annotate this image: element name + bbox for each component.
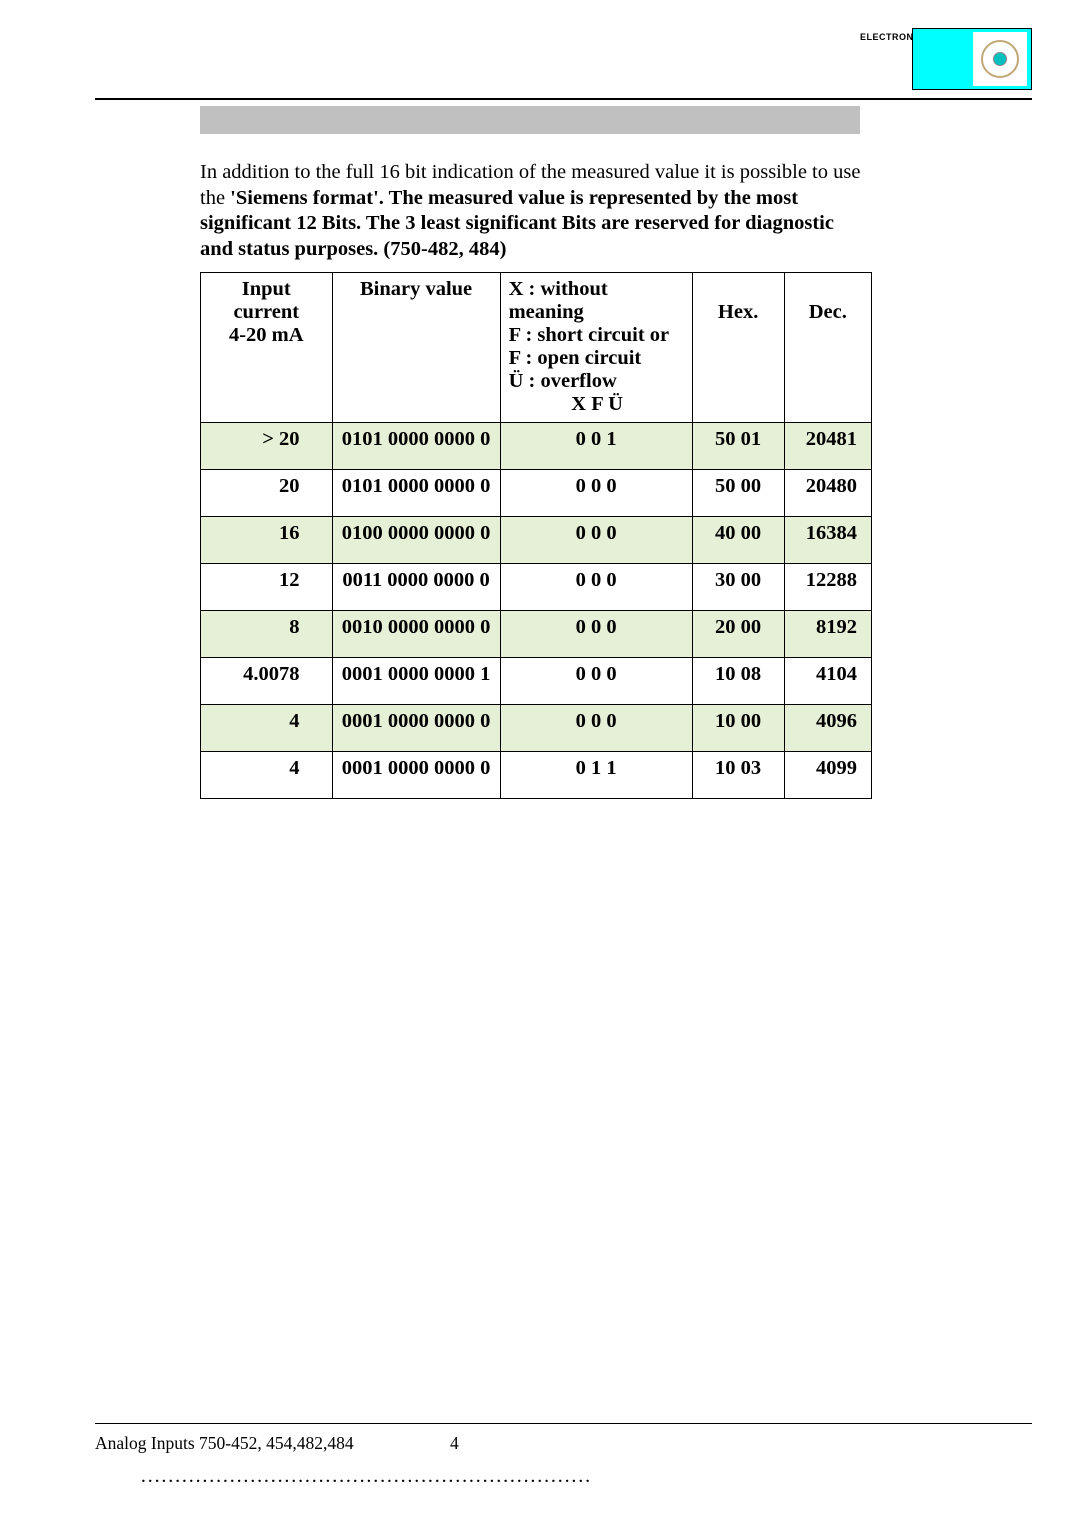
cell-dec: 8192 <box>784 611 871 658</box>
table-row: 160100 0000 0000 00 0 040 0016384 <box>201 517 872 564</box>
cell-input: 20 <box>201 470 333 517</box>
cell-binary: 0101 0000 0000 0 <box>332 423 500 470</box>
table-row: 40001 0000 0000 00 0 010 004096 <box>201 705 872 752</box>
cell-hex: 50 00 <box>692 470 784 517</box>
cell-input: 4.0078 <box>201 658 333 705</box>
cell-dec: 4099 <box>784 752 871 799</box>
header-binary: Binary value <box>332 273 500 423</box>
cell-xfu: 0 0 0 <box>500 611 692 658</box>
cell-dec: 4096 <box>784 705 871 752</box>
table-body: > 200101 0000 0000 00 0 150 012048120010… <box>201 423 872 799</box>
header-xfu: X : without meaning F : short circuit or… <box>500 273 692 423</box>
cell-xfu: 0 0 0 <box>500 470 692 517</box>
footer-divider <box>95 1423 1032 1424</box>
cell-dec: 16384 <box>784 517 871 564</box>
cell-input: 12 <box>201 564 333 611</box>
cell-dec: 20480 <box>784 470 871 517</box>
cell-xfu: 0 1 1 <box>500 752 692 799</box>
table-row: 120011 0000 0000 00 0 030 0012288 <box>201 564 872 611</box>
cell-hex: 20 00 <box>692 611 784 658</box>
cell-binary: 0011 0000 0000 0 <box>332 564 500 611</box>
cell-dec: 20481 <box>784 423 871 470</box>
cell-binary: 0001 0000 0000 0 <box>332 705 500 752</box>
header-xfu-l4: Ü : overflow <box>509 370 686 393</box>
logo-white-square <box>973 32 1027 86</box>
cell-binary: 0001 0000 0000 1 <box>332 658 500 705</box>
cell-dec: 12288 <box>784 564 871 611</box>
footer: Analog Inputs 750-452, 454,482,484 4 <box>95 1433 1032 1454</box>
cell-input: 16 <box>201 517 333 564</box>
table-row: 4.00780001 0000 0000 10 0 010 084104 <box>201 658 872 705</box>
header-divider <box>95 98 1032 100</box>
cell-binary: 0010 0000 0000 0 <box>332 611 500 658</box>
header-xfu-l3: F : open circuit <box>509 347 686 370</box>
cell-hex: 30 00 <box>692 564 784 611</box>
intro-paragraph: In addition to the full 16 bit indicatio… <box>200 160 870 263</box>
cell-hex: 10 00 <box>692 705 784 752</box>
table-header-row: Input current 4-20 mA Binary value X : w… <box>201 273 872 423</box>
grey-section-bar <box>200 106 860 134</box>
logo-container <box>912 28 1032 90</box>
footer-left: Analog Inputs 750-452, 454,482,484 <box>95 1433 354 1454</box>
header-xfu-l1: X : without meaning <box>509 278 686 324</box>
cell-input: 8 <box>201 611 333 658</box>
cell-dec: 4104 <box>784 658 871 705</box>
header-input-l1: Input current <box>207 278 326 324</box>
cell-input: 4 <box>201 705 333 752</box>
table-row: 80010 0000 0000 00 0 020 008192 <box>201 611 872 658</box>
electronic-label: ELECTRONIC <box>860 32 912 42</box>
footer-dots: ………………………………………………………… <box>140 1465 591 1488</box>
table-row: > 200101 0000 0000 00 0 150 0120481 <box>201 423 872 470</box>
intro-bold: 'Siemens format'. The measured value is … <box>200 187 834 260</box>
header-input: Input current 4-20 mA <box>201 273 333 423</box>
cell-input: > 20 <box>201 423 333 470</box>
header-xfu-l2: F : short circuit or <box>509 324 686 347</box>
cell-xfu: 0 0 0 <box>500 658 692 705</box>
cell-xfu: 0 0 0 <box>500 564 692 611</box>
table-row: 40001 0000 0000 00 1 110 034099 <box>201 752 872 799</box>
data-table: Input current 4-20 mA Binary value X : w… <box>200 272 872 799</box>
cell-hex: 40 00 <box>692 517 784 564</box>
header-area: ELECTRONIC <box>0 0 1080 100</box>
footer-page: 4 <box>450 1433 459 1454</box>
logo-circle-icon <box>981 40 1019 78</box>
logo-inner-circle <box>993 52 1007 66</box>
footer-text: Analog Inputs 750-452, 454,482,484 4 <box>95 1433 1032 1454</box>
header-xfu-l5: X F Ü <box>509 393 686 416</box>
cell-xfu: 0 0 0 <box>500 705 692 752</box>
data-table-wrap: Input current 4-20 mA Binary value X : w… <box>200 272 872 799</box>
cell-xfu: 0 0 0 <box>500 517 692 564</box>
header-dec: Dec. <box>784 273 871 423</box>
table-row: 200101 0000 0000 00 0 050 0020480 <box>201 470 872 517</box>
header-hex: Hex. <box>692 273 784 423</box>
cell-binary: 0101 0000 0000 0 <box>332 470 500 517</box>
cell-input: 4 <box>201 752 333 799</box>
cell-hex: 50 01 <box>692 423 784 470</box>
cell-binary: 0001 0000 0000 0 <box>332 752 500 799</box>
cell-hex: 10 03 <box>692 752 784 799</box>
cell-binary: 0100 0000 0000 0 <box>332 517 500 564</box>
header-input-l2: 4-20 mA <box>207 324 326 347</box>
cell-hex: 10 08 <box>692 658 784 705</box>
cell-xfu: 0 0 1 <box>500 423 692 470</box>
